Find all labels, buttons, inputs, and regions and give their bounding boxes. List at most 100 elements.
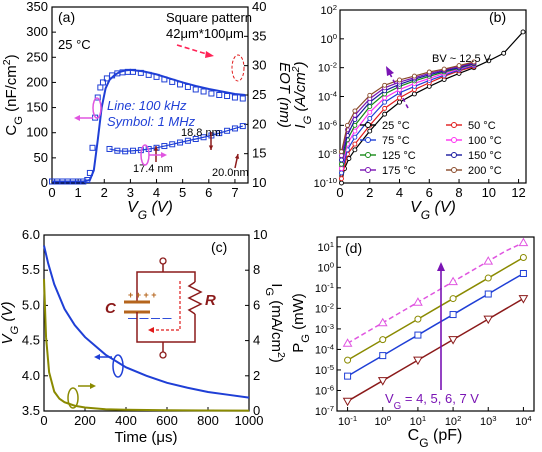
- y2-tick-label: 20: [252, 116, 266, 131]
- data-point: [411, 73, 417, 79]
- legend-label: 200 °C: [468, 165, 502, 177]
- data-point: [441, 66, 447, 72]
- data-point: [339, 166, 344, 172]
- annotation-bv: BV ~ 12.5 V: [432, 53, 492, 65]
- y2-tick-label: 35: [252, 28, 266, 43]
- annotation-line-freq: Line: 100 kHz: [107, 98, 187, 113]
- panel-c: 0 200 400 600 800 1000 3.5 4.0 4.5 5.0 5.5 6.0 0 2 4 6 8…: [0, 227, 287, 446]
- data-point: [192, 86, 199, 93]
- y2-tick-label: 2: [253, 368, 260, 383]
- capacitor-charge-minus: — — — —: [128, 313, 172, 323]
- data-point: [449, 295, 457, 303]
- data-point: [413, 297, 423, 306]
- x-tick-label: 200: [74, 413, 96, 428]
- y-tick-label: 3.5: [22, 403, 40, 418]
- series-line: [43, 245, 250, 399]
- data-point: [367, 92, 373, 98]
- x-tick-label: 2: [101, 185, 108, 200]
- y-tick-label: 50: [34, 150, 48, 165]
- capacitor-label: C: [105, 300, 117, 317]
- data-point: [130, 68, 137, 75]
- data-point: [352, 128, 358, 134]
- data-point: [352, 122, 358, 128]
- data-point: [397, 95, 402, 101]
- data-point: [448, 276, 458, 286]
- y-tick-label: 250: [26, 49, 48, 64]
- data-point: [449, 311, 457, 319]
- x-tick-label: 0: [336, 185, 343, 200]
- y2-tick-label: 6: [253, 297, 260, 312]
- legend-label: 175 °C: [382, 165, 416, 177]
- series-line: [43, 278, 250, 412]
- data-point: [483, 315, 494, 325]
- data-point: [94, 94, 101, 101]
- y-tick-label: 100: [320, 31, 337, 46]
- data-point: [208, 90, 215, 97]
- legend-label: 150 °C: [468, 150, 502, 162]
- y-tick-label: 0: [41, 175, 48, 190]
- x-tick-label: 5: [179, 185, 186, 200]
- y-tick-label: 10-4: [318, 89, 338, 104]
- data-point: [414, 315, 422, 323]
- data-point: [352, 108, 358, 114]
- y-tick-label: 350: [26, 0, 48, 14]
- highlight-ellipse: [231, 54, 245, 82]
- y-tick-label: 101: [317, 239, 334, 254]
- x-tick-label: 10-1: [338, 414, 357, 429]
- data-point: [501, 50, 507, 56]
- y2-axis-label: EOT (nm): [276, 62, 293, 128]
- data-point: [483, 256, 494, 265]
- data-point: [184, 83, 191, 90]
- legend-label: 25 °C: [382, 120, 410, 132]
- data-point: [344, 372, 352, 380]
- data-point: [456, 63, 462, 69]
- x-tick-label: 101: [410, 414, 427, 429]
- y2-tick-label: 25: [252, 87, 266, 102]
- data-point: [216, 130, 223, 137]
- data-point: [97, 84, 104, 91]
- data-point: [145, 71, 152, 78]
- data-point: [239, 95, 246, 102]
- x-tick-label: 2: [366, 185, 373, 200]
- x-tick-label: 6: [205, 185, 212, 200]
- data-point: [239, 123, 246, 130]
- data-point: [339, 170, 344, 176]
- data-point: [379, 352, 387, 360]
- y-axis-label: VG (V): [0, 302, 21, 345]
- data-point: [103, 75, 110, 82]
- x-axis-label: CG (pF): [408, 427, 463, 450]
- series-line: [347, 256, 524, 361]
- x-tick-label: 3: [127, 185, 134, 200]
- axis-marker-vg-head: [94, 354, 100, 360]
- y-axis-label: IG (A/cm2): [290, 61, 314, 128]
- series-line: [347, 272, 524, 377]
- y2-axis-label: IG (mA/cm2): [263, 283, 287, 363]
- x-tick-label: 102: [445, 414, 462, 429]
- legend-marker: [451, 137, 457, 143]
- data-point: [89, 144, 96, 151]
- data-point: [177, 81, 184, 88]
- data-point: [86, 169, 93, 176]
- x-tick-label: 10: [482, 185, 496, 200]
- trend-arrow: [176, 44, 211, 56]
- data-point: [339, 157, 344, 163]
- annotation-vg: VG = 4, 5, 6, 7 V: [385, 391, 479, 412]
- annotation-symbol-freq: Symbol: 1 MHz: [107, 114, 196, 129]
- data-point: [379, 336, 387, 344]
- trend-arrow-head: [437, 262, 445, 271]
- panel-a: 0 1 2 3 4 5 6 7 0 50 100 150 200 250 300 350 10 15 20 25 30 3…: [1, 0, 293, 222]
- data-point: [519, 254, 527, 262]
- data-point: [397, 77, 402, 83]
- axis-marker-ig: [67, 387, 79, 409]
- y2-tick-label: 0: [253, 403, 260, 418]
- legend-label: 50 °C: [468, 120, 496, 132]
- data-point: [377, 317, 388, 327]
- series-line: [347, 241, 524, 344]
- current-path: [152, 281, 181, 331]
- annotation-eot-1: 18.8 nm: [181, 127, 221, 139]
- axis-marker-left-head: [74, 115, 80, 121]
- y-tick-label: 10-6: [315, 383, 334, 398]
- y-tick-label: 300: [26, 24, 48, 39]
- data-point: [137, 69, 144, 76]
- data-point: [169, 78, 176, 85]
